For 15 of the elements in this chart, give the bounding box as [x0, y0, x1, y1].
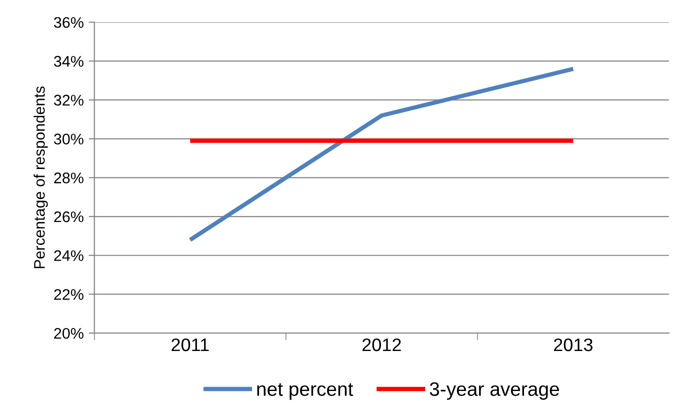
y-tick-label: 22%: [54, 289, 84, 300]
y-tick-label: 26%: [54, 211, 84, 222]
legend-label: net percent: [257, 383, 354, 400]
legend-label: 3-year average: [430, 382, 560, 400]
y-tick-label: 34%: [54, 56, 84, 67]
x-tick-label: 2012: [362, 338, 401, 352]
y-tick-label: 32%: [54, 94, 84, 106]
y-axis-title: Percentage of respondents: [34, 86, 48, 268]
x-tick-label: 2013: [554, 338, 592, 352]
y-tick-label: 30%: [54, 134, 84, 144]
y-tick-label: 28%: [54, 172, 84, 184]
y-tick-label: 36%: [54, 17, 84, 28]
x-tick-label: 2011: [172, 338, 209, 352]
y-tick-label: 24%: [54, 250, 84, 262]
y-tick-label: 20%: [54, 328, 84, 339]
